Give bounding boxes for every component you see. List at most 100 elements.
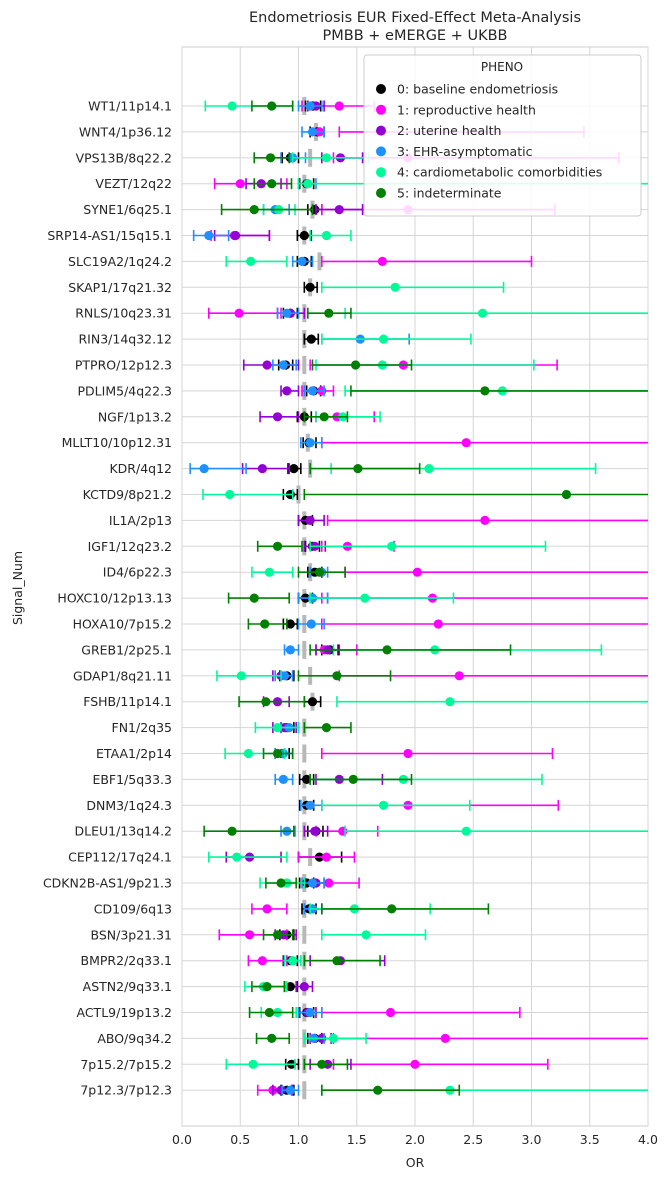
or-point <box>262 904 272 914</box>
legend-marker <box>376 104 386 115</box>
y-tick-label: IL1A/2p13 <box>109 513 172 528</box>
or-point <box>249 593 259 603</box>
y-tick-label: BMPR2/2q33.1 <box>81 953 172 968</box>
y-tick-label: CDKN2B-AS1/9p21.3 <box>43 876 172 891</box>
x-tick-label: 1.5 <box>347 1132 367 1147</box>
legend-marker <box>376 146 386 157</box>
or-point <box>454 671 464 681</box>
or-point <box>321 230 332 241</box>
y-tick-label: EBF1/5q33.3 <box>92 772 172 787</box>
or-point <box>424 464 434 474</box>
or-point <box>480 386 490 396</box>
x-axis-label: OR <box>406 1155 425 1170</box>
or-point <box>328 1033 339 1043</box>
or-point <box>243 748 254 759</box>
or-point <box>305 800 315 810</box>
or-point <box>276 1085 286 1095</box>
or-point <box>334 101 344 111</box>
y-tick-label: MLLT10/10p12.31 <box>62 435 172 450</box>
y-tick-label: ASTN2/9q33.1 <box>83 979 172 994</box>
y-tick-label: 7p12.3/7p12.3 <box>80 1083 172 1098</box>
or-point <box>288 956 298 966</box>
y-tick-label: ABO/9q34.2 <box>97 1031 172 1046</box>
x-tick-labels: 0.0 0.5 1.0 1.5 2.0 2.5 3.0 3.5 4.0 <box>172 1132 658 1147</box>
chart-subtitle: PMBB + eMERGE + UKBB <box>323 28 508 44</box>
or-point <box>267 1033 277 1043</box>
or-point <box>303 179 313 189</box>
or-point <box>272 412 283 422</box>
or-point <box>360 593 370 603</box>
series-group <box>203 100 648 1096</box>
or-point <box>317 1059 327 1069</box>
y-tick-label: PTPRO/12p12.3 <box>75 358 172 373</box>
y-tick-label: KCTD9/8p21.2 <box>83 487 172 502</box>
legend-entry: 0: baseline endometriosis <box>397 82 558 97</box>
or-point <box>410 1059 420 1069</box>
or-point <box>249 205 259 215</box>
y-tick-label: KDR/4q12 <box>109 461 172 476</box>
or-point <box>236 671 247 681</box>
or-point <box>461 438 471 448</box>
reference-marker <box>296 485 301 504</box>
reference-marker <box>302 744 307 763</box>
or-point <box>289 464 299 474</box>
or-point <box>377 256 387 266</box>
y-tick-label: FSHB/11p14.1 <box>83 694 172 709</box>
or-point <box>385 1007 396 1018</box>
legend-entry: 5: indeterminate <box>397 186 502 201</box>
legend-marker <box>376 167 386 178</box>
or-point <box>230 230 241 241</box>
or-point <box>285 619 295 629</box>
or-point <box>321 153 332 163</box>
or-point <box>305 515 315 526</box>
y-tick-label: 7p15.2/7p15.2 <box>80 1057 172 1072</box>
or-point <box>299 982 309 992</box>
or-point <box>235 179 245 189</box>
or-point <box>276 878 286 888</box>
or-point <box>353 464 363 474</box>
x-tick-label: 4.0 <box>638 1132 658 1147</box>
or-point <box>257 956 267 966</box>
or-point <box>297 256 307 266</box>
x-tick-label: 0.0 <box>172 1132 192 1147</box>
or-point <box>378 800 389 810</box>
or-point <box>480 515 490 526</box>
or-point <box>334 205 344 215</box>
or-point <box>262 982 272 992</box>
or-point <box>272 930 283 940</box>
y-tick-label: SKAP1/17q21.32 <box>68 280 172 295</box>
y-tick-label: GDAP1/8q21.11 <box>73 668 172 683</box>
y-tick-label: CD109/6q13 <box>94 901 172 916</box>
or-point <box>299 230 309 241</box>
or-point <box>561 489 572 500</box>
y-tick-label: NGF/1p13.2 <box>98 409 172 424</box>
or-point <box>272 541 283 551</box>
or-point <box>204 230 214 241</box>
y-axis-label: Signal_Num <box>10 551 25 625</box>
x-tick-label: 2.5 <box>463 1132 483 1147</box>
legend-marker <box>376 125 386 136</box>
legend-entry: 4: cardiometabolic comorbidities <box>397 165 602 180</box>
or-point <box>305 282 315 292</box>
legend-marker <box>376 188 386 198</box>
y-tick-label: ID4/6p22.3 <box>103 565 172 580</box>
or-point <box>248 1059 258 1069</box>
or-point <box>382 645 392 655</box>
or-point <box>227 826 237 836</box>
reference-marker <box>302 640 307 659</box>
or-point <box>278 774 288 785</box>
or-point <box>278 360 288 370</box>
y-tick-labels: WT1/11p14.1 WNT4/1p36.12 VPS13B/8q22.2 VEZT… <box>43 99 172 1098</box>
or-point <box>306 619 316 629</box>
chart-title: Endometriosis EUR Fixed-Effect Meta-Anal… <box>249 10 581 26</box>
y-tick-label: HOXC10/12p13.13 <box>57 591 172 606</box>
legend-entry: 1: reproductive health <box>397 102 536 117</box>
or-point <box>310 826 320 836</box>
or-point <box>264 567 274 577</box>
or-point <box>373 1085 383 1095</box>
or-point <box>272 723 283 733</box>
or-point <box>234 308 244 318</box>
or-point <box>285 1085 295 1095</box>
or-point <box>305 101 315 111</box>
or-point <box>321 852 332 862</box>
